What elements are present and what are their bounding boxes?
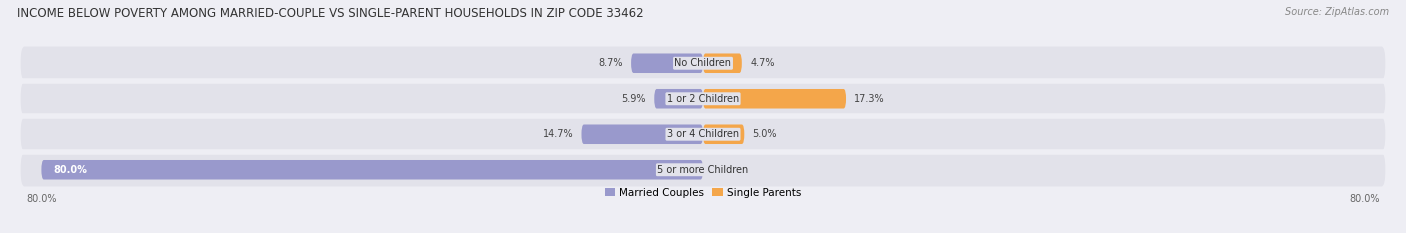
Text: 1 or 2 Children: 1 or 2 Children	[666, 94, 740, 104]
Legend: Married Couples, Single Parents: Married Couples, Single Parents	[605, 188, 801, 198]
Text: 5 or more Children: 5 or more Children	[658, 165, 748, 175]
FancyBboxPatch shape	[21, 82, 1385, 115]
Text: 17.3%: 17.3%	[855, 94, 884, 104]
FancyBboxPatch shape	[703, 124, 744, 144]
Text: 3 or 4 Children: 3 or 4 Children	[666, 129, 740, 139]
Text: 4.7%: 4.7%	[751, 58, 775, 68]
Text: Source: ZipAtlas.com: Source: ZipAtlas.com	[1285, 7, 1389, 17]
Text: 0.0%: 0.0%	[711, 165, 735, 175]
FancyBboxPatch shape	[582, 124, 703, 144]
FancyBboxPatch shape	[703, 54, 742, 73]
Text: INCOME BELOW POVERTY AMONG MARRIED-COUPLE VS SINGLE-PARENT HOUSEHOLDS IN ZIP COD: INCOME BELOW POVERTY AMONG MARRIED-COUPL…	[17, 7, 644, 20]
Text: 80.0%: 80.0%	[53, 165, 87, 175]
FancyBboxPatch shape	[631, 54, 703, 73]
FancyBboxPatch shape	[703, 89, 846, 109]
Text: 14.7%: 14.7%	[543, 129, 574, 139]
FancyBboxPatch shape	[21, 47, 1385, 80]
Text: 8.7%: 8.7%	[599, 58, 623, 68]
FancyBboxPatch shape	[41, 160, 703, 179]
Text: 5.9%: 5.9%	[621, 94, 645, 104]
FancyBboxPatch shape	[21, 118, 1385, 151]
Text: 5.0%: 5.0%	[752, 129, 778, 139]
Text: No Children: No Children	[675, 58, 731, 68]
FancyBboxPatch shape	[21, 153, 1385, 186]
FancyBboxPatch shape	[654, 89, 703, 109]
